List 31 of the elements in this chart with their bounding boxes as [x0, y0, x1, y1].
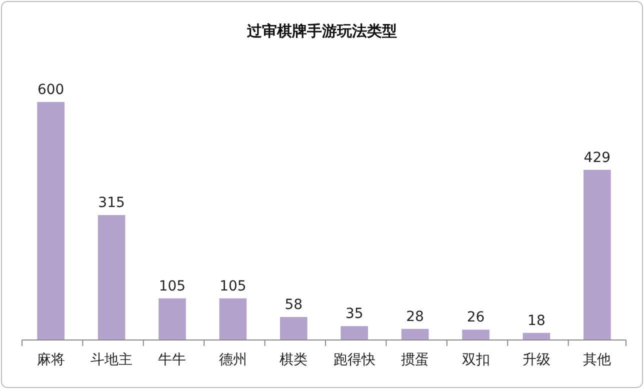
x-tick-label: 牛牛 [158, 352, 186, 368]
data-label: 315 [98, 195, 125, 212]
x-tick-label: 升级 [522, 352, 550, 368]
x-tick-label: 德州 [218, 352, 247, 368]
data-label: 105 [158, 278, 186, 294]
data-label: 58 [284, 296, 303, 313]
bar [401, 328, 429, 340]
data-label: 18 [528, 312, 546, 329]
data-label: 600 [37, 82, 64, 98]
bar [37, 102, 64, 340]
data-label: 105 [220, 278, 246, 294]
x-tick-label: 跑得快 [333, 352, 376, 368]
chart-title: 过审棋牌手游玩法类型 [246, 22, 397, 40]
x-tick-label: 麻将 [36, 352, 65, 368]
bar [340, 326, 368, 340]
bar [462, 330, 490, 340]
bar [584, 170, 611, 340]
bar [98, 215, 126, 340]
bar [219, 298, 247, 340]
x-tick-label: 棋类 [280, 352, 308, 368]
data-label: 28 [406, 308, 424, 325]
bar [522, 332, 550, 340]
data-label: 429 [584, 150, 611, 166]
data-label: 35 [345, 306, 364, 322]
bar [280, 316, 308, 340]
x-tick-label: 斗地主 [90, 352, 133, 368]
x-tick-label: 掼蛋 [401, 352, 430, 368]
bar [158, 298, 186, 340]
x-tick-label: 双扣 [462, 352, 490, 368]
data-label: 26 [466, 310, 485, 326]
x-tick-label: 其他 [583, 352, 612, 368]
